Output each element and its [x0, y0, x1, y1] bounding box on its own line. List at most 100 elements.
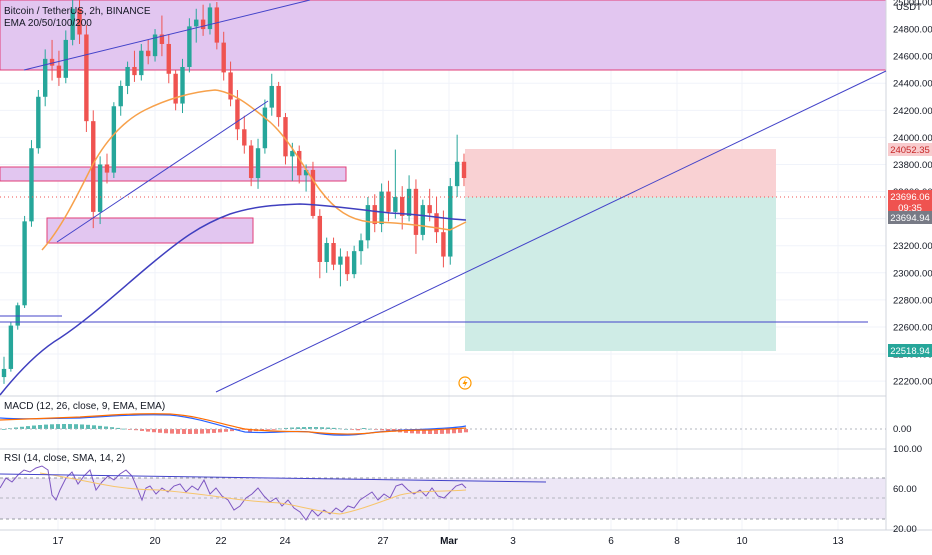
ema-price-tag: 23694.94 — [888, 211, 932, 224]
time-tick-label: Mar — [440, 536, 458, 547]
macd-bar — [110, 427, 114, 429]
candle-body — [434, 213, 439, 233]
macd-bar — [464, 429, 468, 433]
macd-bar — [386, 429, 390, 432]
demand-zone[interactable] — [46, 217, 254, 244]
macd-bar — [434, 429, 438, 434]
candle-body — [283, 117, 288, 157]
candle-body — [56, 65, 62, 78]
candle-body — [22, 221, 27, 306]
candle-body — [8, 325, 14, 369]
svg-text:24052.35: 24052.35 — [890, 145, 930, 156]
candle-body — [345, 256, 350, 275]
supply-zone[interactable] — [0, 166, 347, 182]
candle-body — [338, 256, 343, 265]
macd-bar — [68, 424, 72, 429]
candle-body — [207, 7, 213, 30]
macd-bar — [248, 429, 252, 432]
upper-trendline[interactable] — [23, 0, 311, 71]
macd-bar — [62, 424, 66, 429]
candle-body — [159, 34, 165, 44]
ema-20-line[interactable] — [41, 89, 467, 251]
time-tick-label: 10 — [736, 536, 748, 547]
macd-bar — [296, 427, 300, 429]
price-tick-label: 24200.00 — [893, 106, 932, 117]
current-price-tag: 23696.06 09:35 — [888, 190, 932, 215]
candle-body — [276, 85, 281, 118]
price-tick-label: 22200.00 — [893, 377, 932, 388]
macd-bar — [308, 427, 312, 429]
svg-text:23696.06: 23696.06 — [890, 192, 930, 203]
candle-body — [317, 215, 323, 262]
candle-body — [235, 99, 240, 130]
stop-loss-zone[interactable] — [465, 149, 776, 197]
candle-body — [310, 169, 316, 216]
macd-bar — [314, 427, 318, 429]
candle-body — [194, 19, 199, 27]
macd-bar — [320, 427, 324, 429]
macd-bar — [188, 429, 192, 434]
ema-200-line[interactable] — [0, 203, 467, 396]
candle-body — [1, 368, 7, 378]
candle-body — [351, 251, 357, 275]
macd-bar — [14, 427, 18, 429]
candle-body — [448, 186, 453, 257]
candle-body — [358, 240, 364, 252]
macd-bar — [380, 429, 384, 431]
candle-body — [77, 8, 82, 35]
macd-bar — [104, 426, 108, 429]
rising-support-trendline[interactable] — [215, 70, 887, 393]
macd-bar — [86, 424, 90, 429]
svg-text:22518.94: 22518.94 — [890, 346, 930, 357]
svg-text:09:35: 09:35 — [898, 203, 922, 214]
macd-bar — [356, 429, 360, 431]
macd-legend: MACD (12, 26, close, 9, EMA, EMA) — [4, 401, 165, 412]
channel-trendline[interactable] — [56, 100, 269, 243]
candle-body — [248, 145, 254, 179]
macd-bar — [182, 429, 186, 434]
candle-body — [393, 196, 398, 212]
rsi-tick-60: 60.00 — [893, 484, 917, 495]
candle-body — [324, 243, 329, 262]
candles-layer — [1, 0, 467, 384]
candle-body — [180, 66, 185, 104]
time-axis[interactable]: 17 20 22 24 27 Mar 3 6 8 10 13 — [52, 536, 844, 547]
macd-bar — [50, 424, 54, 429]
price-tick-label: 24800.00 — [893, 25, 932, 36]
macd-bar — [170, 429, 174, 434]
macd-bar — [140, 429, 144, 431]
macd-signal-line — [0, 413, 467, 435]
time-tick-label: 3 — [510, 536, 516, 547]
time-tick-label: 13 — [832, 536, 844, 547]
time-tick-label: 27 — [377, 536, 389, 547]
candle-body — [427, 205, 432, 214]
price-tick-label: 22800.00 — [893, 295, 932, 306]
macd-line — [0, 414, 467, 436]
candle-body — [461, 161, 467, 179]
macd-bar — [32, 425, 36, 429]
macd-bar — [38, 425, 42, 429]
symbol-title: Bitcoin / TetherUS, 2h, BINANCE — [4, 6, 151, 17]
ema-legend: EMA 20/50/100/200 — [4, 18, 92, 29]
candle-body — [262, 107, 268, 149]
macd-bar — [116, 427, 120, 429]
time-tick-label: 22 — [215, 536, 227, 547]
candle-body — [15, 305, 20, 326]
macd-bar — [452, 429, 456, 434]
time-tick-label: 24 — [279, 536, 291, 547]
resistance-zone[interactable] — [0, 0, 887, 71]
candle-body — [152, 34, 158, 57]
macd-bar — [266, 429, 270, 430]
rsi-trendline[interactable] — [0, 473, 547, 483]
macd-bar — [290, 427, 294, 429]
macd-bar — [224, 429, 228, 432]
lightning-icon[interactable] — [458, 376, 472, 390]
macd-bar — [230, 429, 234, 432]
take-profit-zone[interactable] — [465, 197, 776, 351]
candle-body — [70, 8, 75, 40]
macd-bar — [20, 426, 24, 429]
macd-zero-tick: 0.00 — [893, 424, 912, 435]
macd-bar — [362, 428, 366, 429]
